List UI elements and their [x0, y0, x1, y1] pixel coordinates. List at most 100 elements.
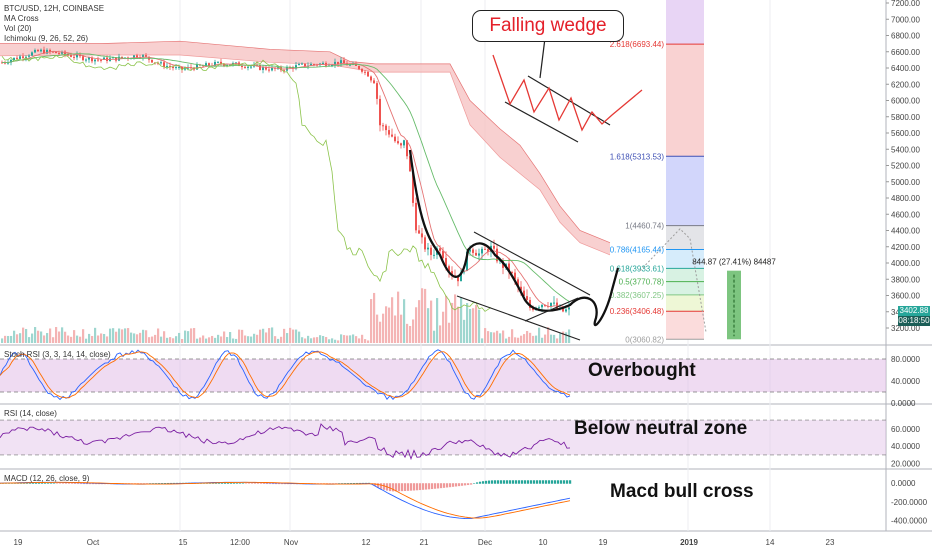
candle-body	[70, 55, 72, 57]
fib-zone-0236	[666, 311, 704, 340]
macd-histogram-bar	[497, 480, 500, 484]
volume-bar	[49, 328, 52, 343]
price-tick-label: 5000.00	[891, 178, 920, 187]
stoch-rsi-legend[interactable]: Stoch RSI (3, 3, 14, 14, close)	[4, 350, 111, 359]
volume-bar	[127, 328, 130, 343]
volume-bar	[136, 334, 139, 343]
volume-bar	[379, 321, 382, 343]
volume-bar	[190, 328, 193, 343]
macd-histogram-bar	[524, 480, 527, 484]
candle-body	[442, 250, 444, 259]
candle-body	[112, 57, 114, 59]
x-tick-label: Oct	[87, 538, 100, 547]
candle-body	[361, 68, 363, 72]
candle-body	[343, 60, 345, 64]
candle-body	[64, 51, 66, 55]
volume-bar	[283, 328, 286, 343]
volume-bar	[100, 333, 103, 343]
volume-bar	[400, 314, 403, 343]
candle-body	[508, 263, 510, 273]
macd-histogram-bar	[224, 482, 227, 484]
candle-body	[52, 51, 54, 53]
volume-bar	[106, 336, 109, 343]
volume-bar	[19, 333, 22, 343]
candle-body	[43, 49, 45, 54]
macd-histogram-bar	[272, 483, 275, 485]
rsi-legend[interactable]: RSI (14, close)	[4, 409, 57, 418]
candle-body	[214, 61, 216, 66]
volume-bar	[181, 338, 184, 343]
candle-body	[364, 71, 366, 73]
fib-label-0.5: 0.5(3770.78)	[619, 278, 665, 287]
volume-bar	[241, 329, 244, 343]
volume-bar	[406, 323, 409, 343]
volume-bar	[361, 334, 364, 343]
macd-histogram-bar	[242, 483, 245, 484]
candle-body	[181, 66, 183, 70]
macd-histogram-bar	[467, 483, 470, 486]
x-tick-label: 12	[362, 538, 371, 547]
candle-body	[355, 63, 357, 66]
volume-bar	[43, 335, 46, 343]
candle-body	[163, 62, 165, 67]
volume-bar	[199, 337, 202, 343]
candle-body	[295, 65, 297, 69]
volume-bar	[235, 338, 238, 343]
volume-bar	[169, 337, 172, 343]
volume-bar	[115, 331, 118, 343]
volume-bar	[322, 335, 325, 343]
indicator-vol[interactable]: Vol (20)	[4, 24, 32, 33]
volume-bar	[91, 335, 94, 343]
candle-body	[94, 59, 96, 62]
countdown-tag: 08:18:50	[898, 316, 930, 326]
volume-bar	[277, 338, 280, 343]
macd-histogram-bar	[164, 483, 167, 484]
macd-histogram-bar	[488, 480, 491, 484]
indicator-ma-cross[interactable]: MA Cross	[4, 14, 39, 23]
macd-histogram-bar	[266, 483, 269, 485]
macd-legend[interactable]: MACD (12, 26, close, 9)	[4, 474, 90, 483]
candle-body	[247, 66, 249, 68]
candle-body	[532, 307, 534, 310]
indicator-ichimoku[interactable]: Ichimoku (9, 26, 52, 26)	[4, 34, 89, 43]
fib-zone-0382	[666, 294, 704, 312]
volume-bar	[436, 298, 439, 343]
volume-bar	[289, 327, 292, 343]
macd-histogram-bar	[140, 483, 143, 484]
macd-histogram-bar	[29, 482, 32, 484]
candle-body	[271, 67, 273, 71]
volume-bar	[121, 329, 124, 343]
macd-histogram-bar	[35, 482, 38, 484]
macd-histogram-bar	[425, 483, 428, 490]
candle-body	[205, 63, 207, 66]
volume-bar	[286, 333, 289, 343]
volume-bar	[403, 299, 406, 343]
candle-body	[520, 286, 522, 291]
macd-histogram-bar	[461, 483, 464, 486]
ma-slow-line	[1, 53, 570, 302]
price-tick-label: 4000.00	[891, 259, 920, 268]
volume-bar	[7, 335, 10, 343]
macd-histogram-bar	[482, 481, 485, 484]
candle-body	[175, 67, 177, 69]
macd-histogram-bar	[500, 480, 503, 484]
macd-histogram-bar	[68, 483, 71, 484]
candle-body	[235, 62, 237, 64]
price-tick-label: 5800.00	[891, 113, 920, 122]
macd-histogram-bar	[143, 483, 146, 484]
macd-histogram-bar	[443, 483, 446, 488]
candle-body	[298, 63, 300, 66]
fib-label-0.618: 0.618(3933.61)	[610, 264, 665, 273]
macd-histogram-bar	[476, 482, 479, 484]
volume-bar	[508, 336, 511, 343]
volume-bar	[97, 335, 100, 343]
candle-body	[448, 266, 450, 272]
macd-histogram-bar	[32, 482, 35, 484]
volume-bar	[232, 338, 235, 343]
candle-body	[97, 59, 99, 61]
macd-histogram-bar	[275, 483, 278, 485]
volume-bar	[445, 295, 448, 343]
volume-bar	[295, 329, 298, 343]
candle-body	[202, 65, 204, 67]
candle-body	[538, 307, 540, 309]
